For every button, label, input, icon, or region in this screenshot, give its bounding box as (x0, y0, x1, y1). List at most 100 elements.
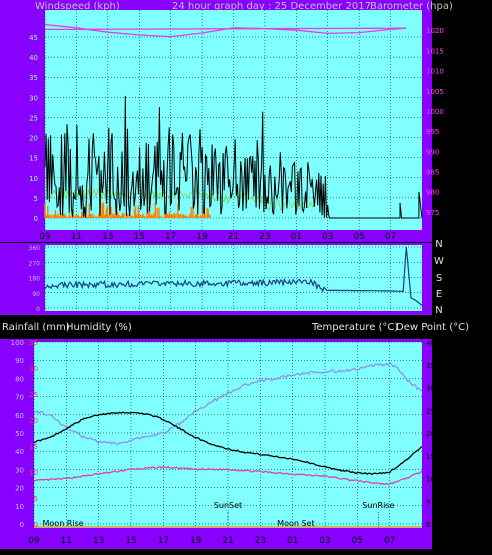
temp-tick-label: 25 (426, 407, 435, 415)
event-label: Moon Set (277, 519, 314, 528)
x-tick-label: 01 (287, 536, 298, 546)
x-tick-label: 13 (93, 536, 104, 546)
compass-label: S (436, 273, 442, 284)
y2-tick-label: 1000 (426, 108, 444, 116)
panel1-series (44, 23, 423, 219)
x-tick-label: 15 (134, 232, 145, 242)
humidity-tick-label: 40 (15, 448, 24, 456)
temp-tick-label: 15 (426, 453, 435, 461)
humidity-tick-label: 0 (20, 521, 24, 529)
rain-tick-label: 10 (29, 469, 38, 477)
y-tick-label: 20 (29, 135, 38, 143)
rain-tick-label: 35 (29, 339, 38, 347)
x-tick-label: 09 (28, 536, 40, 546)
humidity-tick-label: 30 (15, 466, 24, 474)
y2-tick-label: 995 (426, 128, 439, 136)
humidity-tick-label: 10 (15, 503, 24, 511)
barometer-label: Barometer (hpa) (370, 1, 453, 12)
temp-tick-label: 0 (426, 521, 430, 529)
event-label: SunRise (362, 501, 394, 510)
y2-tick-label: 1020 (426, 27, 444, 35)
y-tick-label: 45 (29, 34, 38, 42)
x-tick-label: 05 (352, 536, 363, 546)
panel2-grid (44, 245, 422, 311)
y2-tick-label: 985 (426, 169, 439, 177)
y2-tick-label: 1015 (426, 47, 444, 55)
y-tick-label: 35 (29, 74, 38, 82)
humidity-label: Humidity (%) (66, 322, 132, 333)
humidity-tick-label: 20 (15, 485, 24, 493)
temp-tick-label: 20 (426, 430, 435, 438)
panel3-grid (33, 341, 422, 528)
temp-tick-label: 40 (426, 339, 435, 347)
series-wind-gust (44, 95, 423, 219)
humidity-tick-label: 70 (15, 394, 24, 402)
dir-tick-label: 0 (36, 306, 40, 313)
temp-tick-label: 30 (426, 385, 435, 393)
dir-tick-label: 180 (29, 276, 41, 283)
x-tick-label: 17 (165, 232, 176, 242)
panel3-series (33, 361, 423, 528)
axis-labels: 0510152025303540459759809859909951000100… (11, 27, 444, 546)
humidity-tick-label: 90 (15, 357, 24, 365)
humidity-tick-label: 60 (15, 412, 24, 420)
rain-tick-label: 5 (34, 495, 38, 503)
compass-label: E (436, 289, 442, 300)
series-barometer (44, 23, 407, 38)
y2-tick-label: 1005 (426, 88, 444, 96)
event-label: Moon Rise (43, 519, 84, 528)
series-temperature (33, 411, 423, 476)
temperature-label: Temperature (°C) (311, 322, 398, 333)
dir-tick-label: 270 (29, 260, 41, 267)
y2-tick-label: 990 (426, 148, 439, 156)
x-tick-label: 11 (61, 536, 72, 546)
x-tick-label: 15 (125, 536, 136, 546)
temp-tick-label: 10 (426, 476, 435, 484)
compass-label: N (435, 305, 442, 316)
x-tick-label: 21 (222, 536, 233, 546)
panel2-series (44, 246, 423, 306)
series-dew-point (33, 465, 423, 485)
x-tick-label: 23 (259, 232, 270, 242)
compass-label: N (435, 239, 442, 250)
x-tick-label: 19 (190, 536, 202, 546)
x-tick-label: 11 (71, 232, 82, 242)
event-label: SunSet (214, 501, 242, 510)
rain-tick-label: 20 (29, 417, 38, 425)
temp-tick-label: 5 (426, 498, 430, 506)
y-tick-label: 15 (29, 155, 38, 163)
chart-title: 24 hour graph day : 25 December 2017 (172, 1, 371, 12)
y2-tick-label: 975 (426, 209, 439, 217)
y-tick-label: 10 (29, 175, 38, 183)
x-tick-label: 05 (353, 232, 364, 242)
x-tick-label: 19 (196, 232, 208, 242)
humidity-tick-label: 100 (11, 339, 24, 347)
windspeed-label: Windspeed (kph) (35, 1, 120, 12)
rainfall-label: Rainfall (mm) (2, 322, 70, 333)
x-tick-label: 17 (158, 536, 169, 546)
humidity-tick-label: 50 (15, 430, 24, 438)
x-tick-label: 01 (291, 232, 302, 242)
x-tick-label: 03 (322, 232, 333, 242)
x-tick-label: 23 (255, 536, 266, 546)
x-tick-label: 07 (384, 536, 395, 546)
y-tick-label: 5 (34, 195, 38, 203)
series-humidity (33, 361, 423, 445)
x-tick-label: 07 (385, 232, 396, 242)
dir-tick-label: 360 (29, 245, 41, 252)
y2-tick-label: 980 (426, 189, 439, 197)
y-tick-label: 25 (29, 114, 38, 122)
y-tick-label: 30 (29, 94, 38, 102)
x-tick-label: 13 (102, 232, 113, 242)
y-tick-label: 0 (34, 215, 38, 223)
x-tick-label: 09 (39, 232, 51, 242)
dir-tick-label: 90 (32, 291, 40, 298)
rain-tick-label: 30 (29, 365, 38, 373)
x-tick-label: 21 (228, 232, 239, 242)
x-tick-label: 03 (319, 536, 330, 546)
rain-tick-label: 0 (34, 521, 38, 529)
series-wind-direction (44, 246, 423, 306)
compass-label: W (434, 256, 444, 267)
humidity-tick-label: 80 (15, 375, 24, 383)
